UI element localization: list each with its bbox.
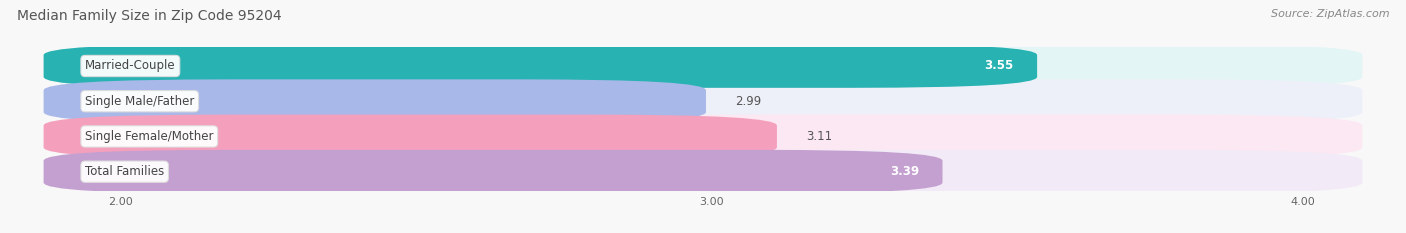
FancyBboxPatch shape: [44, 150, 1362, 194]
Text: Source: ZipAtlas.com: Source: ZipAtlas.com: [1271, 9, 1389, 19]
FancyBboxPatch shape: [44, 115, 1362, 158]
Text: 3.55: 3.55: [984, 59, 1014, 72]
Text: Single Male/Father: Single Male/Father: [84, 95, 194, 108]
FancyBboxPatch shape: [44, 44, 1038, 88]
Text: 2.99: 2.99: [735, 95, 762, 108]
FancyBboxPatch shape: [44, 44, 1362, 88]
FancyBboxPatch shape: [44, 115, 778, 158]
Text: Single Female/Mother: Single Female/Mother: [84, 130, 214, 143]
Text: 3.39: 3.39: [890, 165, 920, 178]
Text: Married-Couple: Married-Couple: [84, 59, 176, 72]
FancyBboxPatch shape: [44, 150, 942, 194]
FancyBboxPatch shape: [44, 79, 706, 123]
Text: Total Families: Total Families: [84, 165, 165, 178]
Text: 3.11: 3.11: [807, 130, 832, 143]
Text: Median Family Size in Zip Code 95204: Median Family Size in Zip Code 95204: [17, 9, 281, 23]
FancyBboxPatch shape: [44, 79, 1362, 123]
